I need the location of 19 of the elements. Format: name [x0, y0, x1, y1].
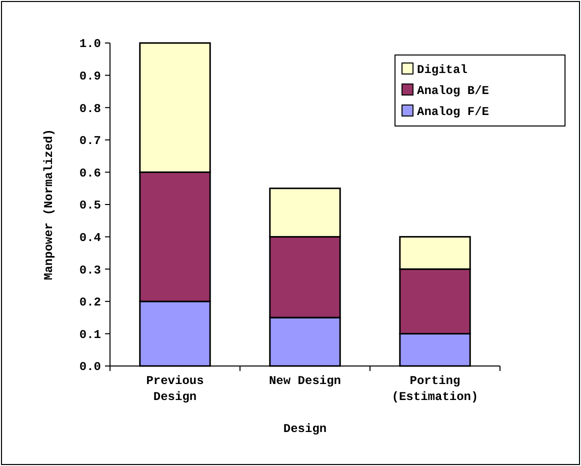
y-tick-label: 0.5 — [79, 198, 101, 213]
legend-label: Analog F/E — [417, 105, 490, 120]
y-tick-label: 0.0 — [79, 360, 101, 374]
y-tick-label: 1.0 — [79, 37, 101, 52]
y-axis-title: Manpower (Normalized) — [42, 128, 56, 280]
y-tick-label: 0.9 — [79, 70, 101, 84]
y-tick-label: 0.3 — [79, 263, 101, 278]
x-axis-title: Design — [283, 422, 327, 436]
x-tick-label: Previous Design — [146, 374, 204, 404]
y-tick-label: 0.1 — [79, 328, 101, 342]
legend-label: Analog B/E — [417, 84, 490, 98]
y-tick-label: 0.2 — [79, 296, 101, 310]
legend-label: Digital — [417, 63, 468, 78]
y-tick-label: 0.8 — [79, 102, 101, 116]
y-tick-label: 0.6 — [79, 166, 101, 180]
y-tick-label: 0.4 — [79, 231, 101, 245]
y-tick-label: 0.7 — [79, 134, 101, 148]
x-tick-label: New Design — [268, 374, 342, 388]
x-tick-label: Porting (Estimation) — [392, 374, 478, 404]
